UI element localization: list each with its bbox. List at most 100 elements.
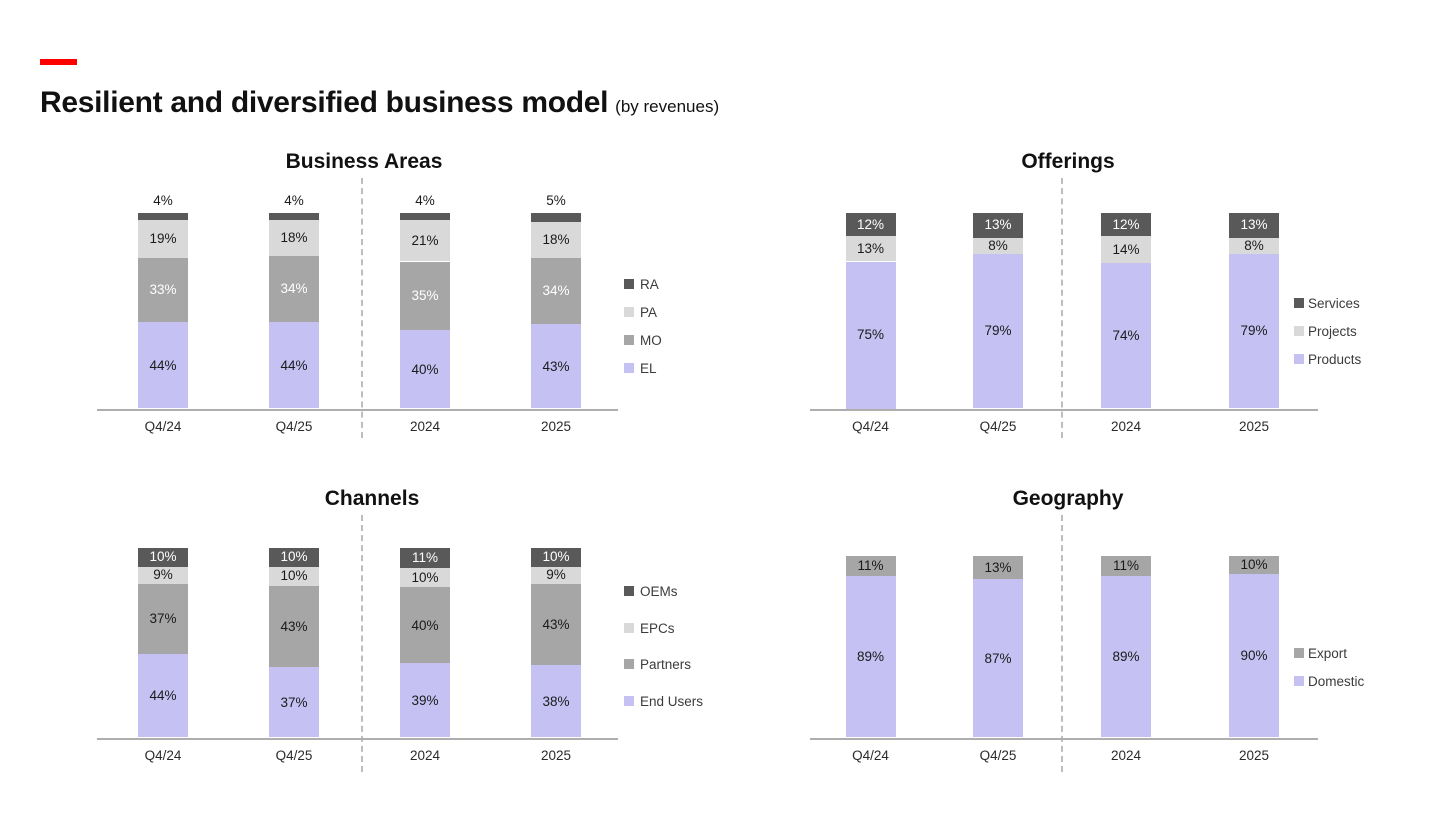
bar-segment-projects (1101, 236, 1151, 264)
bar-segment-el (269, 322, 319, 409)
bar-segment-epcs (138, 566, 188, 584)
bar-segment-projects (1229, 237, 1279, 254)
bar-segment-projects (845, 236, 896, 262)
category-label: 2024 (409, 419, 441, 434)
category-label: 2025 (1238, 748, 1270, 763)
bar-segment-partners (269, 585, 319, 668)
bar-segment-pa (400, 220, 450, 262)
bar-segment-products (1229, 253, 1279, 409)
bar-segment-partners (400, 587, 450, 664)
category-label: 2024 (1110, 419, 1142, 434)
bar-segment-services (1229, 212, 1279, 238)
category-label: 2025 (1238, 419, 1270, 434)
chart-title-geography: Geography (1012, 487, 1124, 510)
bar-segment-end-users (269, 667, 319, 738)
legend-item-projects: Projects (1308, 324, 1357, 339)
bar-segment-partners (138, 583, 188, 654)
legend-item-partners: Partners (640, 657, 692, 672)
legend-swatch-mo (624, 335, 634, 345)
bar-segment-services (845, 212, 896, 237)
legend-swatch-services (1294, 298, 1304, 308)
category-label: Q4/25 (979, 419, 1017, 434)
legend-swatch-domestic (1294, 676, 1304, 686)
legend-swatch-end-users (624, 696, 634, 706)
category-label: Q4/25 (275, 748, 313, 763)
bar-segment-el (138, 322, 188, 409)
bar-segment-export (1101, 555, 1151, 576)
chart-title-channels: Channels (324, 487, 420, 510)
category-label: Q4/24 (144, 419, 182, 434)
bar-segment-end-users (138, 653, 188, 738)
bar-segment-export (1229, 555, 1279, 574)
bar-segment-export (845, 555, 896, 576)
segment-label: 5% (546, 192, 566, 208)
bar-segment-pa (531, 222, 581, 258)
legend-swatch-el (624, 363, 634, 373)
legend-swatch-projects (1294, 326, 1304, 336)
bar-segment-services (973, 212, 1023, 238)
category-label: Q4/25 (275, 419, 313, 434)
bar-segment-projects (973, 237, 1023, 254)
bar-segment-services (1101, 212, 1151, 237)
x-axis-line (810, 408, 1318, 411)
category-label: Q4/24 (852, 419, 889, 434)
page-title-subtitle: (by revenues) (615, 97, 720, 116)
bar-segment-mo (400, 261, 450, 331)
category-label: Q4/25 (979, 748, 1017, 763)
bar-segment-end-users (531, 665, 581, 738)
bar-segment-ra (400, 212, 450, 221)
chart-title-offerings: Offerings (1021, 150, 1115, 173)
bar-segment-products (1101, 263, 1151, 409)
period-separator-line (1061, 515, 1063, 772)
legend-item-el: EL (640, 361, 657, 376)
bar-segment-domestic (1229, 573, 1279, 738)
category-label: 2025 (540, 748, 572, 763)
legend-swatch-oems (624, 586, 634, 596)
period-separator-line (360, 178, 363, 438)
category-label: Q4/24 (144, 748, 182, 763)
bar-segment-oems (400, 547, 450, 569)
legend-swatch-export (1294, 648, 1304, 658)
segment-label: 4% (415, 192, 435, 208)
x-axis-line (810, 737, 1318, 740)
bar-segment-domestic (845, 575, 896, 738)
bar-segment-mo (531, 257, 581, 325)
bar-segment-epcs (400, 568, 450, 588)
legend-item-services: Services (1308, 296, 1360, 311)
period-separator-line (360, 515, 363, 772)
legend-item-epcs: EPCs (640, 621, 675, 636)
bar-segment-ra (269, 212, 319, 221)
legend-swatch-ra (624, 279, 634, 289)
segment-label: 4% (153, 192, 173, 208)
page-title-text: Resilient and diversified business model (40, 86, 609, 119)
x-axis-line (97, 408, 618, 411)
bar-segment-epcs (269, 566, 319, 586)
bar-segment-products (973, 253, 1023, 409)
bar-segment-oems (138, 547, 188, 567)
legend-item-ra: RA (640, 277, 659, 292)
legend-swatch-epcs (624, 623, 634, 633)
legend-item-mo: MO (640, 333, 662, 348)
bar-segment-end-users (400, 663, 450, 738)
legend-swatch-pa (624, 307, 634, 317)
bar-segment-products (845, 261, 896, 409)
legend-item-oems: OEMs (640, 584, 678, 599)
legend-item-end-users: End Users (640, 694, 704, 709)
accent-dash (40, 59, 77, 65)
bar-segment-export (973, 555, 1023, 580)
bar-segment-pa (269, 220, 319, 256)
bar-segment-ra (531, 212, 581, 223)
legend-item-domestic: Domestic (1308, 674, 1365, 689)
x-axis-line (97, 737, 618, 740)
legend-item-pa: PA (640, 305, 658, 320)
bar-segment-mo (138, 257, 188, 323)
legend-item-export: Export (1308, 646, 1348, 661)
legend-item-products: Products (1308, 352, 1362, 367)
bar-segment-domestic (1101, 575, 1151, 738)
chart-title-business-areas: Business Areas (285, 150, 443, 173)
bar-segment-oems (531, 547, 581, 567)
period-separator-line (1061, 178, 1063, 438)
